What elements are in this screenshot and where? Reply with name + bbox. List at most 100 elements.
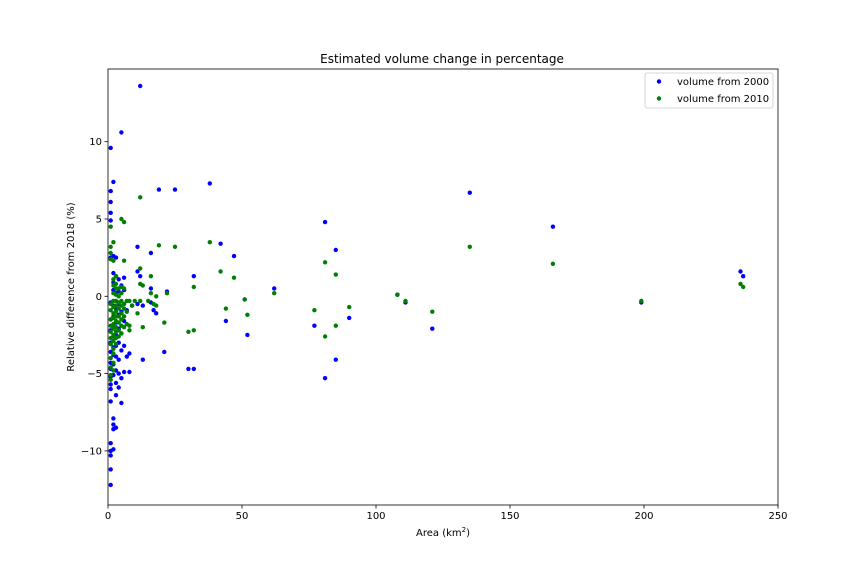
data-point xyxy=(113,354,119,359)
data-point xyxy=(108,224,113,229)
data-point xyxy=(138,274,143,279)
data-point xyxy=(172,187,178,192)
data-point xyxy=(347,315,352,321)
data-point xyxy=(124,309,129,314)
data-point xyxy=(138,266,143,271)
data-point xyxy=(121,343,127,348)
data-point xyxy=(138,195,143,200)
data-point xyxy=(738,281,743,287)
data-point xyxy=(108,342,113,347)
data-point xyxy=(108,218,113,223)
data-point xyxy=(111,179,116,185)
data-point xyxy=(333,247,338,253)
data-point xyxy=(113,393,119,398)
legend-label-2000: volume from 2000 xyxy=(677,77,769,88)
data-point xyxy=(207,240,212,245)
data-point xyxy=(116,294,121,299)
data-point xyxy=(231,253,237,259)
data-point xyxy=(116,314,121,319)
data-point xyxy=(111,346,116,351)
data-point xyxy=(148,250,154,256)
data-point xyxy=(119,317,124,322)
data-point xyxy=(245,312,250,317)
x-tick-label: 0 xyxy=(105,511,111,522)
data-point xyxy=(333,357,338,362)
x-axis-label-superscript: 2 xyxy=(462,526,466,534)
data-point xyxy=(111,422,116,427)
data-point xyxy=(322,334,328,339)
data-point xyxy=(113,325,119,330)
data-point xyxy=(113,274,119,279)
data-point xyxy=(172,244,178,249)
data-point xyxy=(121,301,127,307)
data-point xyxy=(124,354,129,359)
data-point xyxy=(119,216,124,222)
data-point xyxy=(132,298,137,304)
data-point xyxy=(108,386,113,392)
data-point xyxy=(191,274,196,279)
data-point xyxy=(242,297,247,302)
data-point xyxy=(108,250,113,256)
data-point xyxy=(108,453,113,458)
data-point xyxy=(140,283,145,288)
data-point xyxy=(467,244,472,249)
legend: volume from 2000 volume from 2010 xyxy=(644,72,774,109)
data-point xyxy=(108,482,113,488)
data-point xyxy=(146,298,151,304)
data-point xyxy=(119,298,124,304)
data-point xyxy=(119,130,124,135)
data-point xyxy=(550,261,556,266)
legend-marker-2000 xyxy=(656,79,662,84)
data-point xyxy=(741,274,746,279)
data-point xyxy=(127,328,132,333)
data-point xyxy=(108,365,113,370)
data-point xyxy=(140,325,145,330)
data-point xyxy=(111,360,116,365)
data-point xyxy=(108,199,113,205)
data-point xyxy=(111,321,116,327)
data-point xyxy=(312,308,317,313)
data-point xyxy=(639,298,644,304)
data-point xyxy=(121,219,127,225)
x-tick-label: 200 xyxy=(634,511,653,522)
x-axis-label-tail: ) xyxy=(466,528,470,539)
data-point xyxy=(111,270,116,276)
data-point xyxy=(245,332,250,338)
data-points xyxy=(108,83,746,488)
data-point xyxy=(121,306,127,311)
data-point xyxy=(148,274,154,279)
data-point xyxy=(223,306,229,311)
y-tick-label: −5 xyxy=(87,369,102,380)
data-point xyxy=(111,277,116,282)
data-point xyxy=(108,188,113,194)
data-point xyxy=(191,328,196,333)
data-point xyxy=(154,294,159,299)
data-point xyxy=(312,323,317,328)
y-tick-label: 10 xyxy=(89,137,102,148)
data-point xyxy=(111,368,116,373)
data-point xyxy=(108,329,113,334)
data-point xyxy=(119,291,124,296)
data-point xyxy=(121,275,127,280)
data-point xyxy=(135,311,140,316)
data-point xyxy=(113,309,119,314)
data-point xyxy=(322,376,328,381)
data-point xyxy=(191,284,196,290)
data-point xyxy=(108,382,113,387)
data-point xyxy=(116,277,121,282)
data-point xyxy=(108,355,113,361)
data-point xyxy=(119,348,124,353)
plot-frame xyxy=(107,68,779,506)
data-point xyxy=(467,190,472,195)
data-point xyxy=(148,291,154,296)
data-point xyxy=(154,311,159,316)
data-point xyxy=(111,338,116,344)
data-point xyxy=(108,399,113,404)
data-point xyxy=(347,304,352,310)
data-point xyxy=(127,369,132,375)
data-point xyxy=(333,272,338,277)
data-point xyxy=(113,342,119,347)
data-point xyxy=(154,303,159,308)
data-point xyxy=(111,332,116,338)
